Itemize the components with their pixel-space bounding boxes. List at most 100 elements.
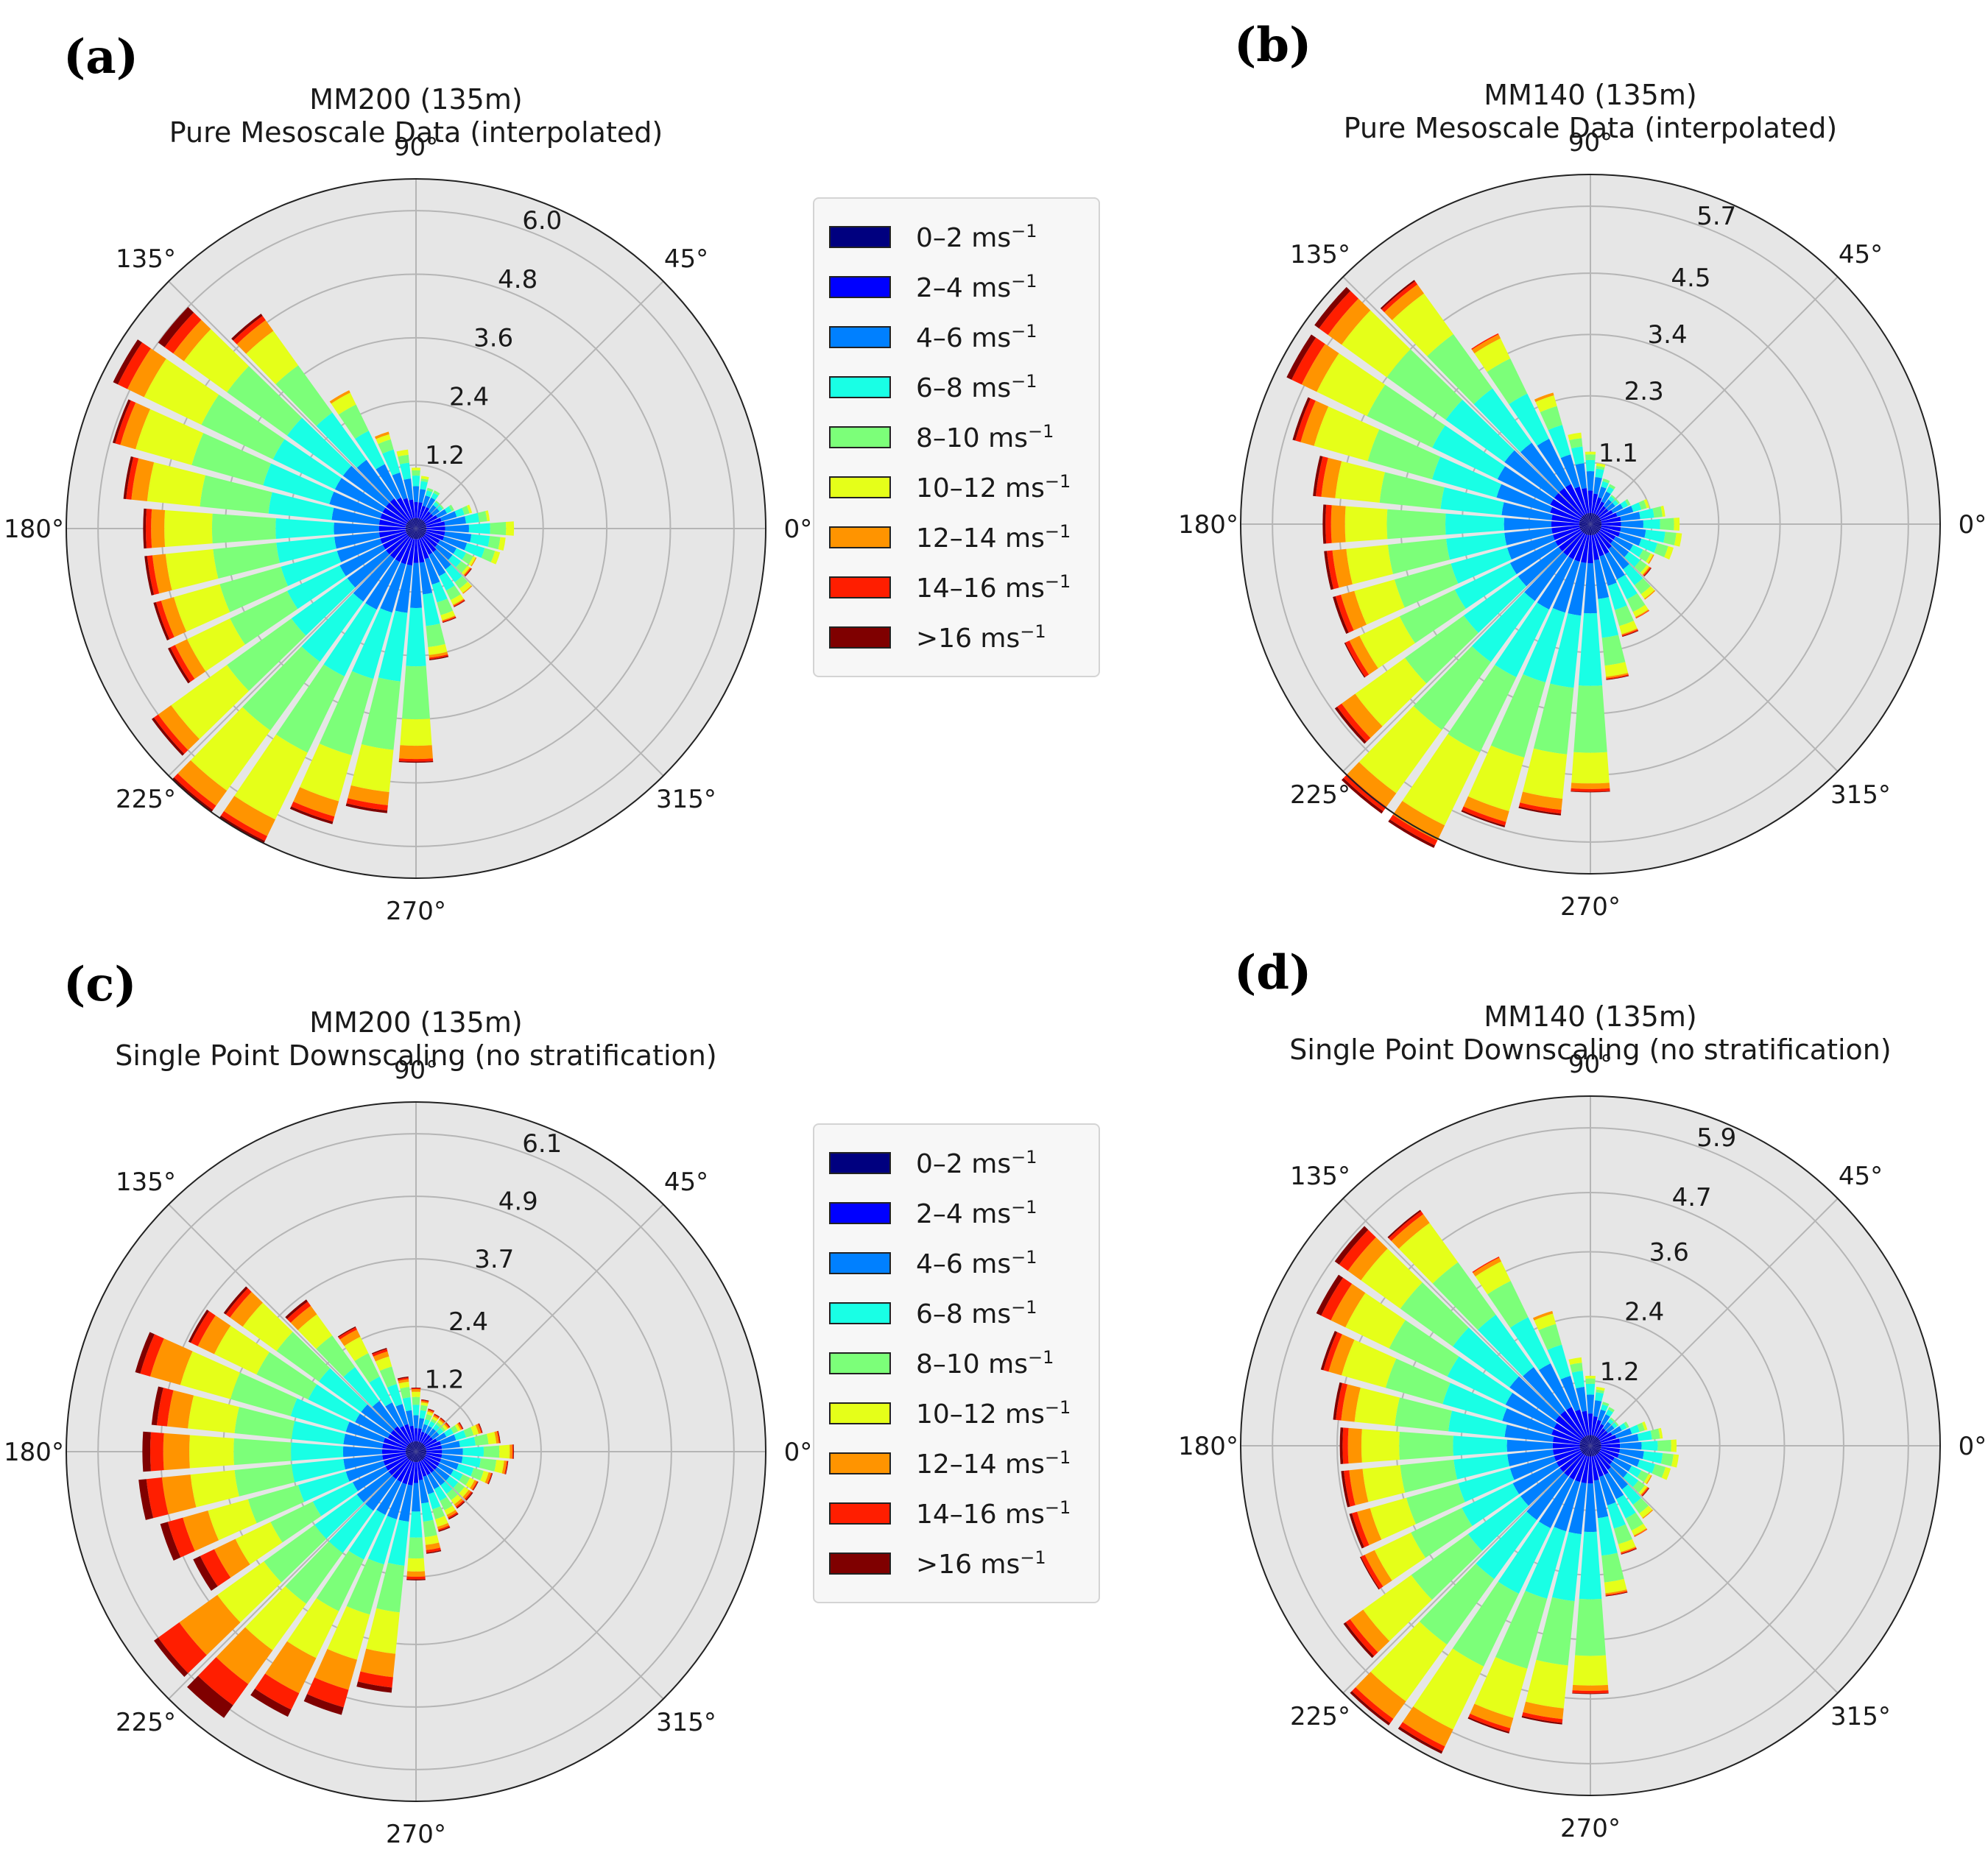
- wind-bar-segment: [466, 504, 473, 514]
- wind-bar-segment: [1330, 505, 1346, 543]
- legend-label: 2–4 ms−1: [916, 271, 1037, 303]
- wind-bar-segment: [426, 624, 445, 648]
- wind-bar-segment: [1467, 1496, 1529, 1551]
- wind-bar-segment: [1586, 1446, 1590, 1457]
- wind-bar-segment: [1599, 529, 1616, 540]
- wind-bar-segment: [405, 529, 416, 531]
- wind-bar-segment: [1641, 1487, 1649, 1497]
- wind-bar-segment: [1490, 674, 1546, 758]
- wind-bar-segment: [1643, 1474, 1652, 1484]
- wind-bar-segment: [247, 1485, 305, 1524]
- radial-tick-label: 2.3: [1624, 377, 1664, 406]
- wind-bar-segment: [1599, 1432, 1612, 1441]
- wind-bar-segment: [1388, 1211, 1424, 1241]
- wind-bar-segment: [1578, 612, 1603, 686]
- wind-bar-segment: [403, 478, 413, 501]
- wind-bar-segment: [183, 329, 249, 392]
- wind-bar-segment: [1568, 1482, 1587, 1535]
- wind-bar-segment: [1324, 551, 1334, 590]
- wind-bar-segment: [429, 552, 446, 576]
- wind-bar-segment: [1553, 1436, 1580, 1445]
- wind-bar-segment: [1661, 1466, 1671, 1480]
- wind-bar-segment: [342, 465, 390, 507]
- wind-bar-segment: [1601, 521, 1621, 527]
- wind-bar-segment: [406, 522, 416, 529]
- wind-bar-segment: [1596, 465, 1605, 470]
- wind-bar-segment: [1471, 333, 1499, 350]
- wind-bar-segment: [268, 492, 334, 520]
- wind-bar-segment: [424, 557, 440, 585]
- legend-entry: 12–14 ms−1: [829, 1438, 1084, 1488]
- wind-bar-segment: [1600, 512, 1618, 521]
- wind-bar-segment: [1286, 334, 1316, 380]
- wind-bar-segment: [411, 467, 421, 471]
- wind-bar-segment: [479, 1458, 497, 1472]
- wind-bar-segment: [374, 431, 390, 439]
- wind-bar-segment: [396, 497, 412, 520]
- wind-bar-segment: [1343, 1622, 1375, 1659]
- wind-bar-segment: [1638, 500, 1647, 510]
- wind-bar-segment: [197, 1657, 249, 1706]
- wind-bar-segment: [290, 1398, 350, 1433]
- wind-bar-segment: [1532, 1310, 1554, 1321]
- wind-bar-segment: [440, 1481, 453, 1494]
- wind-bar-segment: [475, 1424, 482, 1434]
- wind-bar-segment: [407, 1461, 415, 1486]
- wind-bar-segment: [1361, 1429, 1400, 1463]
- wind-bar-segment: [1349, 1513, 1364, 1549]
- wind-bar-segment: [1555, 529, 1582, 546]
- wind-bar-segment: [142, 1431, 151, 1472]
- wind-bar-segment: [1442, 1382, 1507, 1421]
- wind-bar-segment: [1590, 524, 1601, 531]
- wind-bar-segment: [166, 1390, 194, 1429]
- wind-bar-segment: [462, 552, 473, 565]
- wind-bar-segment: [1579, 1443, 1590, 1446]
- wind-bar-segment: [445, 1422, 450, 1428]
- wind-bar-segment: [412, 1405, 420, 1416]
- wind-bar-segment: [416, 529, 423, 538]
- wind-bar-segment: [378, 526, 406, 531]
- wind-bar-segment: [458, 1422, 463, 1430]
- wind-bar-segment: [462, 1489, 471, 1500]
- wind-bar-segment: [1587, 524, 1590, 536]
- angle-tick-label: 0°: [784, 515, 813, 544]
- wind-bar-segment: [434, 1414, 440, 1419]
- wind-bar-segment: [464, 568, 472, 576]
- legend-swatch: [829, 1252, 891, 1274]
- wind-bar-segment: [188, 1395, 239, 1433]
- wind-bar-segment: [208, 1499, 257, 1541]
- wind-bar-segment: [1623, 1472, 1639, 1488]
- radial-tick-label: 3.6: [1649, 1238, 1689, 1268]
- wind-bar-segment: [193, 1555, 218, 1591]
- wind-bar-segment: [416, 1452, 425, 1459]
- wind-bar-segment: [1590, 1435, 1593, 1446]
- wind-bar-segment: [230, 1291, 263, 1327]
- wind-bar-segment: [264, 1525, 327, 1583]
- legend-entry: 0–2 ms−1: [829, 212, 1084, 262]
- wind-bar-segment: [1605, 1424, 1615, 1433]
- wind-bar-segment: [416, 1442, 422, 1452]
- wind-bar-segment: [426, 1452, 443, 1458]
- wind-bar-segment: [297, 1314, 333, 1349]
- panel-b: (b) MM140 (135m) Pure Mesoscale Data (int…: [1149, 0, 1988, 928]
- wind-bar-segment: [406, 1446, 416, 1452]
- angle-tick-label: 270°: [386, 897, 446, 926]
- wind-bar-segment: [1596, 1386, 1605, 1391]
- wind-bar-segment: [1590, 1435, 1597, 1446]
- wind-bar-segment: [1606, 672, 1629, 679]
- wind-bar-segment: [436, 1427, 444, 1435]
- wind-bar-segment: [1624, 551, 1640, 568]
- wind-bar-segment: [400, 1425, 412, 1444]
- wind-bar-segment: [1321, 457, 1342, 498]
- wind-bar-segment: [1587, 1413, 1593, 1435]
- wind-bar-segment: [428, 1408, 434, 1412]
- wind-bar-segment: [418, 1431, 425, 1443]
- wind-bar-segment: [161, 1474, 197, 1515]
- wind-bar-segment: [402, 1397, 412, 1412]
- wind-bar-segment: [407, 520, 416, 529]
- wind-bar-segment: [465, 1477, 475, 1488]
- wind-bar-segment: [1579, 1446, 1590, 1450]
- wind-bar-segment: [510, 1444, 512, 1459]
- wind-bar-segment: [1582, 515, 1590, 524]
- wind-bar-segment: [1362, 1465, 1406, 1502]
